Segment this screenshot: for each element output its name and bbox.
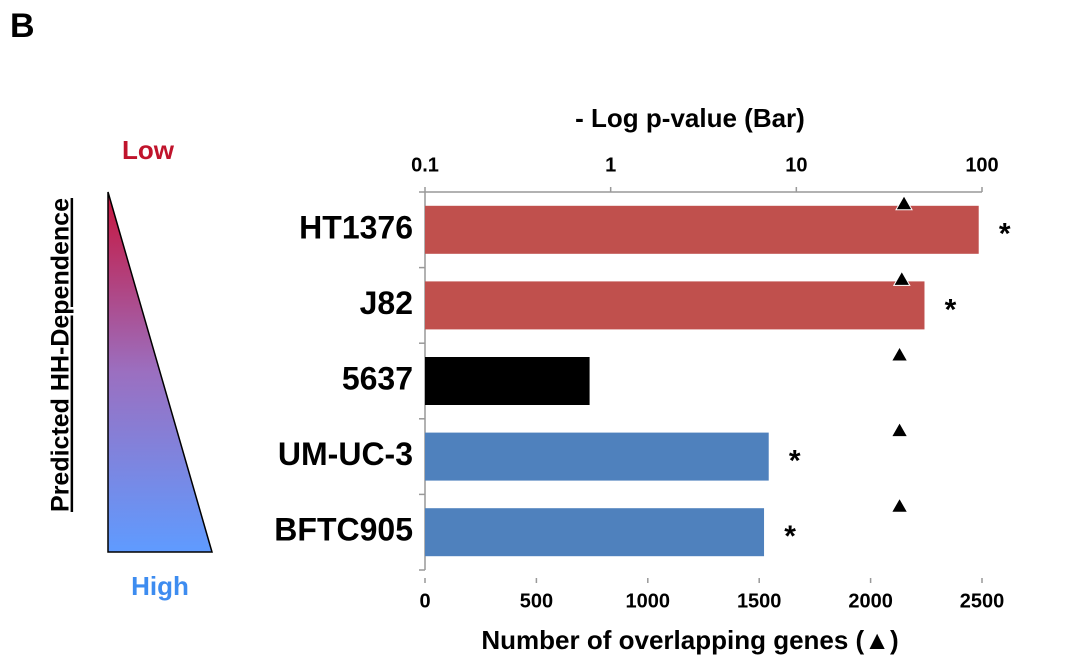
x2-tick-label: 2500 bbox=[960, 590, 1005, 612]
significance-mark: * bbox=[999, 218, 1011, 251]
overlap-marker bbox=[890, 345, 909, 362]
y-tick-label: 5637 bbox=[342, 360, 413, 396]
x-tick-label: 100 bbox=[965, 154, 998, 176]
overlap-marker bbox=[895, 194, 913, 211]
y-tick-label: UM-UC-3 bbox=[278, 436, 413, 472]
overlap-marker bbox=[892, 270, 911, 286]
gradient-triangle bbox=[107, 191, 213, 553]
y-tick-label: HT1376 bbox=[299, 209, 413, 245]
gradient-high: High bbox=[131, 571, 189, 601]
bar bbox=[425, 357, 590, 405]
significance-mark: * bbox=[784, 520, 796, 553]
x2-axis-label: Number of overlapping genes (▲) bbox=[481, 625, 898, 655]
gradient-title: Predicted HH-Dependence bbox=[47, 198, 75, 512]
bar bbox=[425, 432, 769, 481]
y-tick-label: J82 bbox=[360, 285, 413, 321]
x2-tick-label: 1500 bbox=[737, 590, 782, 612]
gradient-low: Low bbox=[122, 135, 175, 165]
chart-title: - Log p-value (Bar) bbox=[575, 103, 805, 133]
significance-mark: * bbox=[945, 293, 957, 326]
x-tick-label: 10 bbox=[785, 154, 807, 176]
overlap-marker bbox=[890, 497, 909, 513]
x-tick-label: 0.1 bbox=[411, 154, 439, 176]
panel-label: B bbox=[10, 7, 35, 45]
x-tick-label: 1 bbox=[605, 154, 616, 176]
overlap-marker bbox=[890, 421, 909, 438]
bar bbox=[425, 281, 925, 330]
bar bbox=[425, 508, 765, 557]
bar bbox=[425, 205, 979, 254]
x2-tick-label: 2000 bbox=[848, 590, 893, 612]
significance-mark: * bbox=[789, 445, 801, 478]
x2-tick-label: 500 bbox=[520, 590, 553, 612]
x2-tick-label: 0 bbox=[419, 590, 430, 612]
y-tick-label: BFTC905 bbox=[274, 512, 413, 548]
x2-tick-label: 1000 bbox=[626, 590, 671, 612]
